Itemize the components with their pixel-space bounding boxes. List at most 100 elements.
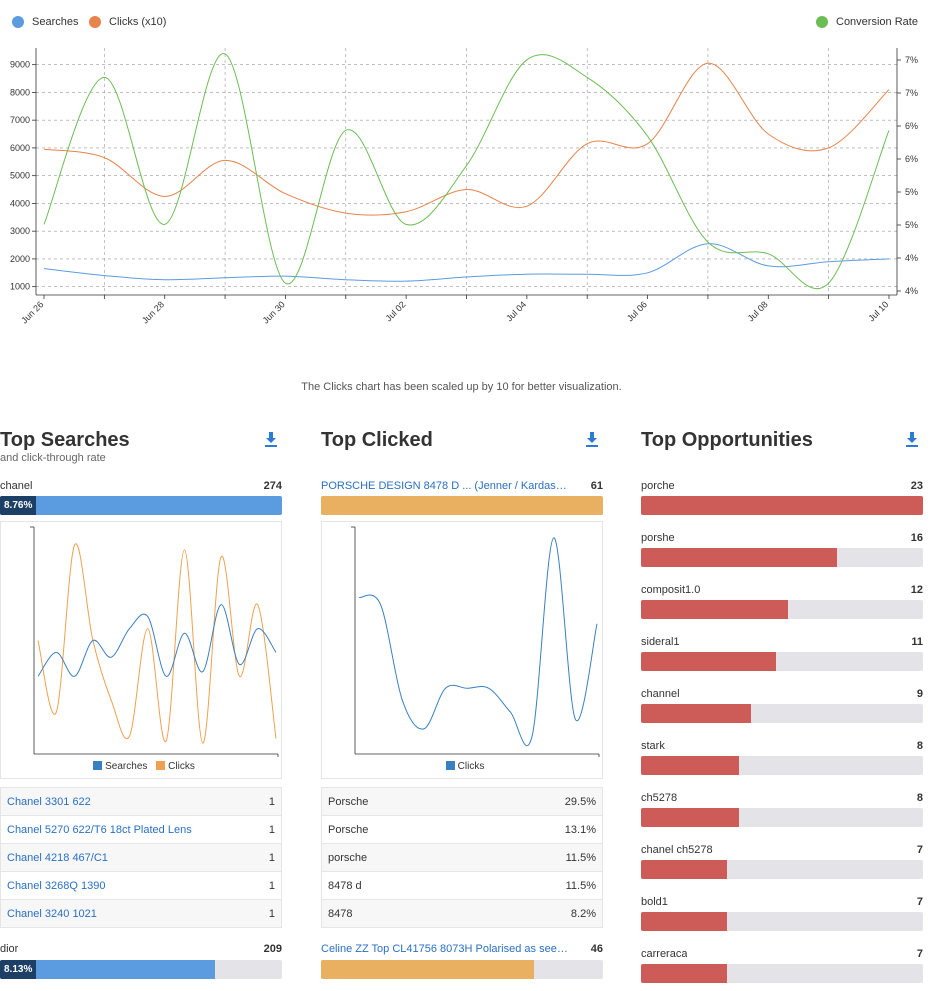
item-label: channel [641, 688, 680, 700]
progress-bar: 8.76% [0, 496, 282, 515]
item-count: 11 [911, 636, 923, 648]
list-item[interactable]: chanel 274 [0, 478, 282, 494]
mini-legend: Searches Clicks [1, 761, 281, 772]
top-searches-panel: Top Searches and click-through rate chan… [0, 428, 282, 979]
row-name[interactable]: Chanel 3268Q 1390 [7, 879, 106, 892]
table-row[interactable]: Porsche 13.1% [322, 815, 602, 843]
scale-note: The Clicks chart has been scaled up by 1… [301, 381, 622, 393]
chart-series [43, 53, 890, 290]
progress-bar [641, 652, 923, 671]
table-row[interactable]: 8478 8.2% [322, 899, 602, 927]
legend-clicks[interactable]: Clicks (x10) [89, 14, 166, 30]
legend-conversion[interactable]: Conversion Rate [816, 14, 918, 30]
top-clicked-table: Porsche 29.5% Porsche 13.1% porsche 11.5% 8… [321, 787, 603, 928]
x-tick-label: Jul 02 [383, 299, 407, 323]
row-name[interactable]: Chanel 3301 622 [7, 795, 91, 808]
mini-legend-searches: Searches [105, 761, 148, 772]
progress-fill [641, 860, 727, 879]
top-searches-title: Top Searches [0, 429, 130, 451]
item-label[interactable]: Celine ZZ Top CL41756 8073H Polarised as… [321, 943, 571, 955]
y-left-tick-label: 2000 [10, 254, 30, 264]
table-row[interactable]: Chanel 3268Q 1390 1 [1, 871, 281, 899]
item-label: bold1 [641, 896, 668, 908]
table-row[interactable]: Porsche 29.5% [322, 788, 602, 815]
row-name: Porsche [328, 795, 369, 808]
item-label: dior [0, 943, 19, 955]
progress-bar [641, 704, 923, 723]
y-left-tick-label: 9000 [10, 60, 30, 70]
legend-swatch [156, 761, 166, 770]
table-row[interactable]: Chanel 3240 1021 1 [1, 899, 281, 927]
item-label: carreraca [641, 948, 688, 960]
progress-fill [641, 704, 752, 723]
table-row[interactable]: Chanel 5270 622/T6 18ct Plated Lens 1 [1, 815, 281, 843]
row-value: 11.5% [565, 879, 596, 892]
row-value: 8.2% [570, 907, 596, 920]
row-name: 8478 [328, 907, 353, 920]
progress-bar [641, 808, 923, 827]
row-name[interactable]: Chanel 3240 1021 [7, 907, 97, 920]
opportunity-item[interactable]: sideral1 11 [641, 634, 923, 650]
download-icon[interactable] [585, 432, 599, 448]
table-row[interactable]: Chanel 3301 622 1 [1, 788, 281, 815]
top-clicked-title: Top Clicked [321, 429, 433, 451]
opportunity-item[interactable]: bold1 7 [641, 894, 923, 910]
table-row[interactable]: Chanel 4218 467/C1 1 [1, 843, 281, 871]
progress-fill [321, 960, 534, 979]
progress-bar [321, 960, 603, 979]
top-searches-table: Chanel 3301 622 1 Chanel 5270 622/T6 18ct… [0, 787, 282, 928]
chart-tick-labels: 1000 2000 3000 4000 5000 6000 7000 8000 9000 4% 4%… [10, 55, 918, 326]
progress-fill [641, 912, 727, 931]
opportunity-item[interactable]: ch5278 8 [641, 790, 923, 806]
legend-swatch [93, 761, 103, 770]
row-value: 29.5% [564, 795, 596, 808]
row-name[interactable]: Chanel 5270 622/T6 18ct Plated Lens [7, 823, 192, 836]
row-name: Porsche [328, 823, 369, 836]
progress-fill [641, 496, 923, 515]
opportunity-item[interactable]: porche 23 [641, 478, 923, 494]
legend-conversion-dot [816, 16, 828, 28]
legend-searches-dot [12, 16, 24, 28]
opportunity-item[interactable]: chanel ch5278 7 [641, 842, 923, 858]
y-left-tick-label: 5000 [10, 171, 30, 181]
y-right-tick-label: 6% [905, 154, 918, 164]
mini-searches-line [37, 604, 277, 677]
progress-fill [641, 964, 727, 983]
download-icon[interactable] [905, 432, 919, 448]
y-right-tick-label: 7% [905, 88, 918, 98]
row-name[interactable]: Chanel 4218 467/C1 [7, 851, 108, 864]
series-clicks-line [43, 62, 890, 216]
progress-bar [641, 756, 923, 775]
list-item[interactable]: PORSCHE DESIGN 8478 D ... (Jenner / Kard… [321, 478, 603, 494]
clicked-mini-chart: Clicks [321, 521, 603, 779]
opportunity-item[interactable]: stark 8 [641, 738, 923, 754]
item-count: 7 [916, 844, 923, 856]
chart-axes [32, 48, 901, 299]
legend-clicks-dot [89, 16, 101, 28]
legend-swatch [445, 761, 455, 770]
table-row[interactable]: porsche 11.5% [322, 843, 602, 871]
row-value: 1 [268, 879, 275, 892]
list-item[interactable]: Celine ZZ Top CL41756 8073H Polarised as… [321, 941, 603, 957]
opportunity-item[interactable]: channel 9 [641, 686, 923, 702]
mini-legend-clicks: Clicks [168, 761, 195, 772]
row-value: 1 [268, 907, 275, 920]
chart-grid [36, 48, 897, 295]
progress-bar [321, 496, 603, 515]
opportunity-item[interactable]: porshe 16 [641, 530, 923, 546]
y-right-tick-label: 4% [905, 286, 918, 296]
rate-badge: 8.13% [0, 960, 37, 979]
list-item[interactable]: dior 209 [0, 941, 282, 957]
item-label[interactable]: PORSCHE DESIGN 8478 D ... (Jenner / Kard… [321, 480, 571, 492]
row-name: 8478 d [328, 879, 362, 892]
y-right-tick-label: 5% [905, 220, 918, 230]
item-count: 7 [916, 948, 923, 960]
mini-legend-clicks: Clicks [457, 761, 485, 772]
legend-searches[interactable]: Searches [12, 14, 78, 30]
opportunity-item[interactable]: carreraca 7 [641, 946, 923, 962]
progress-fill [641, 600, 789, 619]
opportunity-item[interactable]: composit1.0 12 [641, 582, 923, 598]
table-row[interactable]: 8478 d 11.5% [322, 871, 602, 899]
rate-badge: 8.76% [0, 496, 37, 515]
download-icon[interactable] [264, 432, 278, 448]
